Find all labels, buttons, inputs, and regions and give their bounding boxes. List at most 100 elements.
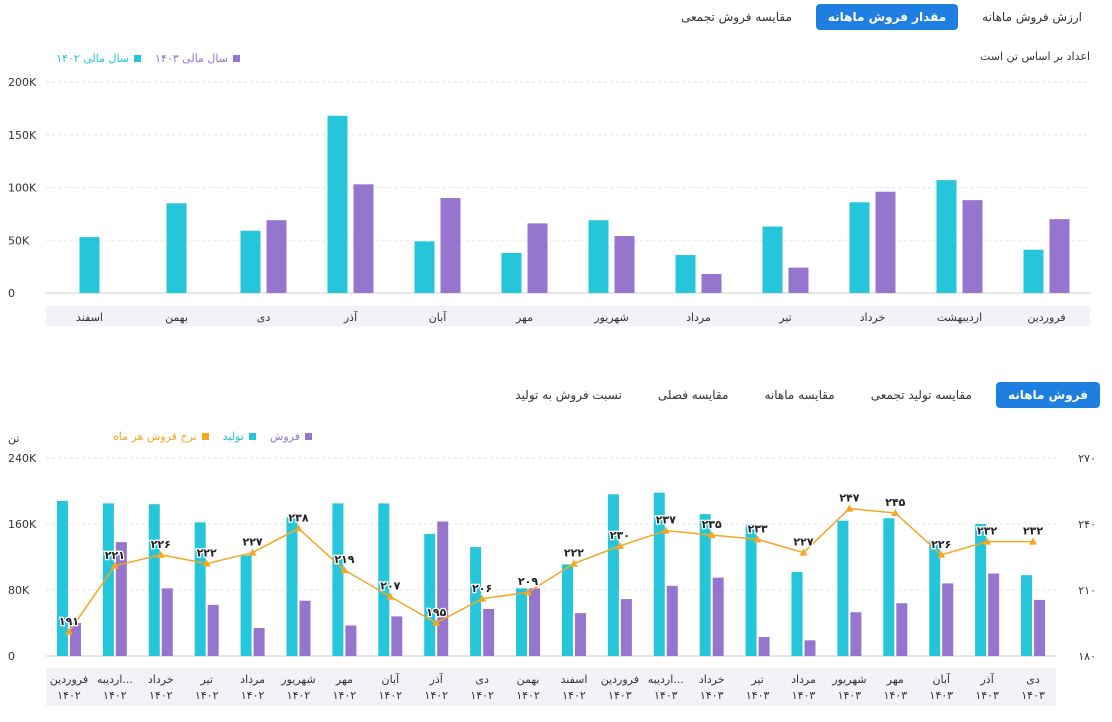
x-tick-label: بهمن — [165, 311, 188, 324]
legend-swatch-orange — [201, 433, 209, 440]
rate-point — [569, 559, 578, 567]
bar-sales — [850, 612, 862, 656]
legend-swatch-purple — [233, 55, 240, 62]
x-tick-label-year: ۱۴۰۲ — [424, 689, 448, 702]
x-tick-label: دی — [257, 311, 271, 324]
bar-sales — [299, 600, 311, 656]
tab-cumulative-production[interactable]: مقایسه تولید تجمعی — [870, 388, 972, 402]
rate-data-label: ۲۲۱ — [105, 549, 125, 562]
x-tick-label: مرداد — [686, 311, 711, 324]
bar-production — [240, 555, 252, 656]
rate-point — [202, 559, 211, 567]
x-tick-label-year: ۱۴۰۲ — [195, 689, 219, 702]
rate-point — [248, 548, 257, 556]
rate-data-label: ۲۲۷ — [793, 536, 813, 549]
x-tick-label-month: بهمن — [517, 673, 540, 686]
top-chart-tabs: ارزش فروش ماهانه مقدار فروش ماهانه مقایس… — [669, 4, 1094, 30]
tab-seasonal-comparison[interactable]: مقایسه فصلی — [657, 388, 729, 402]
rate-data-label: ۲۴۷ — [839, 492, 859, 505]
x-tick-label-month: آذر — [979, 672, 994, 686]
monthly-sales-production-chart: 0 80K 160K 240K ۱۸۰ ۲۱۰ ۲۴۰ ۲۷۰ فروردین ۱۴۰۲ اردیب… — [8, 452, 1096, 706]
bar-sales — [115, 542, 127, 656]
bar-1403 — [614, 236, 635, 293]
tab-cumulative-sales-comparison[interactable]: مقایسه فروش تجمعی — [681, 10, 792, 24]
legend-item-1403[interactable]: سال مالی ۱۴۰۳ — [155, 52, 240, 65]
x-tick-label-year: ۱۴۰۲ — [562, 689, 586, 702]
bar-sales — [666, 585, 678, 656]
tab-monthly-sales[interactable]: فروش ماهانه — [995, 382, 1100, 408]
rate-point — [937, 550, 946, 558]
bar-1402 — [936, 180, 957, 293]
legend-item-sales[interactable]: فروش — [270, 430, 312, 443]
y-tick-label: 200K — [8, 76, 37, 89]
x-tick-label-month: تیر — [199, 673, 212, 686]
monthly-sales-quantity-chart: 0 50K 100K 150K 200K فروردین اردیبهشت خرداد تیر م… — [8, 76, 1090, 326]
bar-production — [378, 503, 390, 656]
x-tick-label-year: ۱۴۰۲ — [57, 689, 81, 702]
x-tick-label-year: ۱۴۰۲ — [287, 689, 311, 702]
x-tick-label-year: ۱۴۰۳ — [746, 689, 770, 702]
legend-item-production[interactable]: تولید — [223, 430, 256, 443]
x-tick-label: تیر — [778, 311, 791, 324]
bar-sales — [804, 640, 816, 656]
legend-label-sales: فروش — [269, 430, 300, 443]
bar-sales — [483, 608, 495, 656]
bar-sales — [896, 603, 908, 656]
x-tick-label: مهر — [515, 311, 533, 324]
rate-data-label: ۱۹۱ — [59, 615, 79, 628]
bar-production — [148, 504, 160, 656]
legend-item-1402[interactable]: سال مالی ۱۴۰۲ — [56, 52, 142, 65]
rate-point — [1029, 537, 1038, 545]
x-tick-label-month: دی — [475, 673, 489, 686]
x-tick-label-year: ۱۴۰۲ — [516, 689, 540, 702]
left-y-tick-label: 240K — [8, 452, 37, 465]
rate-line — [68, 507, 1034, 633]
x-tick-label-month: تیر — [750, 673, 763, 686]
rate-data-label: ۲۳۸ — [288, 511, 308, 524]
tab-monthly-comparison[interactable]: مقایسه ماهانه — [764, 388, 835, 402]
right-y-tick-label: ۱۸۰ — [1078, 650, 1096, 663]
y-tick-label: 0 — [8, 287, 15, 300]
bar-production — [424, 533, 436, 656]
rate-data-label: ۲۴۵ — [885, 496, 905, 509]
bar-1403 — [701, 274, 722, 293]
bar-1402 — [327, 115, 348, 293]
rate-point — [294, 524, 303, 532]
rate-data-label: ۱۹۵ — [426, 606, 446, 619]
rate-point — [615, 542, 624, 549]
bar-sales — [758, 637, 770, 656]
rate-point — [524, 588, 533, 596]
x-tick-label: آذر — [343, 310, 358, 324]
bar-1403 — [440, 198, 461, 293]
rate-point — [707, 531, 716, 538]
bar-sales — [942, 583, 954, 656]
rate-point — [156, 550, 165, 558]
bar-1402 — [414, 241, 435, 293]
bar-sales — [988, 573, 1000, 656]
left-y-tick-label: 0 — [8, 650, 15, 663]
x-tick-label-year: ۱۴۰۳ — [792, 689, 816, 702]
rate-point — [799, 548, 808, 556]
tab-monthly-sales-value[interactable]: ارزش فروش ماهانه — [982, 10, 1082, 24]
rate-point — [891, 509, 900, 516]
right-y-tick-label: ۲۷۰ — [1078, 452, 1096, 465]
bar-sales — [529, 588, 541, 656]
bar-1402 — [762, 226, 783, 293]
x-tick-label-year: ۱۴۰۳ — [975, 689, 999, 702]
left-axis-unit: تن — [8, 432, 20, 445]
x-tick-label-year: ۱۴۰۳ — [608, 689, 632, 702]
tab-monthly-sales-quantity[interactable]: مقدار فروش ماهانه — [815, 4, 959, 30]
top-chart-legend: سال مالی ۱۴۰۳ سال مالی ۱۴۰۲ — [56, 52, 240, 65]
x-tick-label-year: ۱۴۰۳ — [654, 689, 678, 702]
x-tick-label-month: اردیبه... — [97, 673, 133, 686]
legend-swatch-purple — [305, 433, 312, 440]
bar-production — [653, 492, 665, 656]
rate-data-label: ۲۱۹ — [334, 553, 354, 566]
left-y-tick-label: 80K — [8, 584, 30, 597]
x-tick-label-month: شهریور — [831, 673, 866, 686]
tab-sales-to-production-ratio[interactable]: نسبت فروش به تولید — [515, 388, 622, 402]
bar-production — [1021, 575, 1033, 656]
bar-sales — [69, 623, 81, 656]
x-tick-label-month: مهر — [886, 673, 904, 686]
legend-item-rate[interactable]: نرخ فروش هر ماه — [113, 430, 209, 443]
